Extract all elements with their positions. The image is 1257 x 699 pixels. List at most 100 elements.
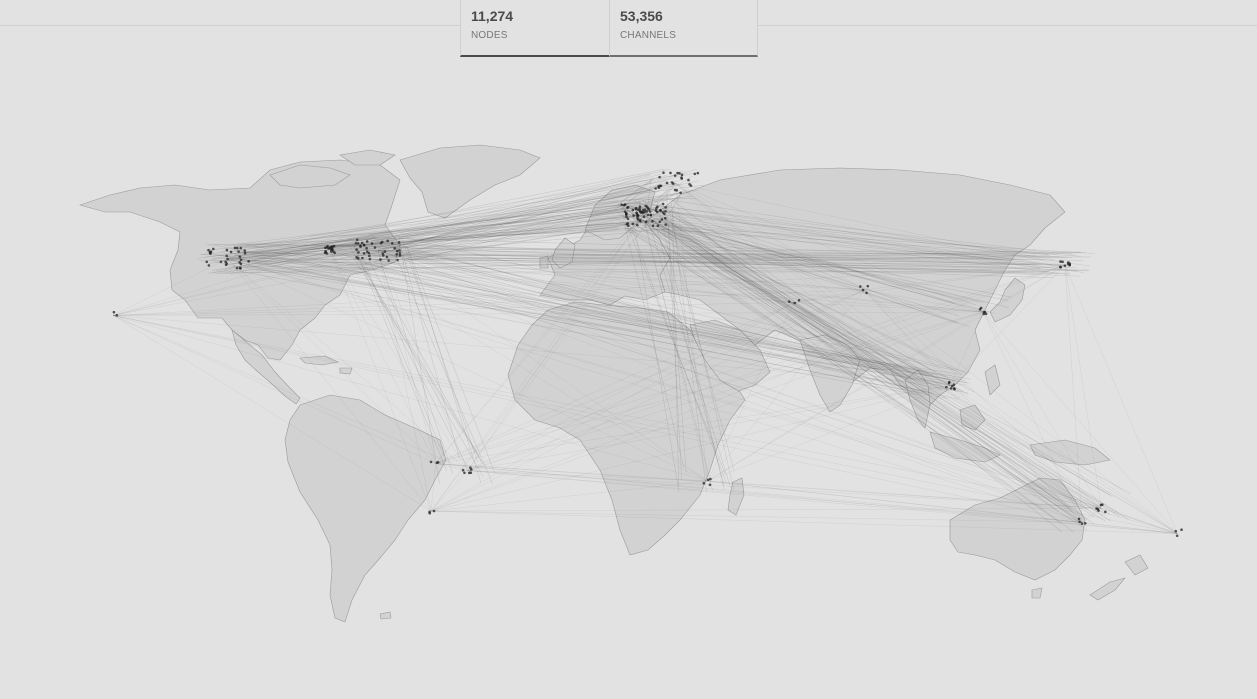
node-dot[interactable] [665, 181, 669, 185]
node-dot[interactable] [706, 478, 710, 482]
node-dot[interactable] [947, 380, 951, 384]
node-dot[interactable] [1175, 534, 1179, 538]
node-dot[interactable] [661, 202, 665, 206]
node-dot[interactable] [393, 247, 397, 250]
node-dot[interactable] [625, 215, 628, 219]
node-dot[interactable] [395, 252, 398, 256]
node-dot[interactable] [632, 214, 635, 217]
node-dot[interactable] [238, 255, 242, 259]
node-dot[interactable] [432, 509, 436, 513]
node-dot[interactable] [660, 218, 664, 221]
node-dot[interactable] [649, 213, 653, 217]
node-dot[interactable] [673, 174, 677, 177]
node-dot[interactable] [1101, 503, 1104, 507]
node-dot[interactable] [435, 461, 439, 464]
node-dot[interactable] [952, 387, 956, 390]
node-dot[interactable] [229, 250, 233, 254]
node-dot[interactable] [238, 266, 242, 270]
node-dot[interactable] [469, 471, 473, 475]
node-dot[interactable] [115, 314, 119, 317]
node-dot[interactable] [461, 468, 465, 472]
node-dot[interactable] [381, 252, 385, 255]
node-dot[interactable] [362, 251, 366, 255]
node-dot[interactable] [398, 254, 402, 257]
node-dot[interactable] [239, 258, 243, 262]
node-dot[interactable] [654, 209, 658, 212]
node-dot[interactable] [1059, 260, 1062, 263]
node-dot[interactable] [664, 223, 668, 226]
node-dot[interactable] [679, 191, 682, 195]
node-dot[interactable] [635, 211, 638, 214]
node-dot[interactable] [370, 242, 374, 245]
node-dot[interactable] [235, 266, 239, 270]
node-dot[interactable] [224, 260, 227, 264]
node-dot[interactable] [625, 212, 628, 215]
node-dot[interactable] [625, 222, 629, 226]
node-dot[interactable] [1061, 260, 1064, 264]
node-dot[interactable] [635, 223, 639, 227]
node-dot[interactable] [678, 171, 681, 175]
node-dot[interactable] [680, 173, 684, 177]
channels-stat-tab[interactable]: 53,356 CHANNELS [609, 0, 758, 57]
node-dot[interactable] [368, 257, 372, 261]
node-dot[interactable] [982, 312, 986, 316]
node-dot[interactable] [636, 208, 640, 211]
node-dot[interactable] [663, 216, 667, 220]
node-dot[interactable] [367, 251, 371, 255]
node-dot[interactable] [673, 188, 677, 192]
node-dot[interactable] [945, 385, 948, 389]
node-dot[interactable] [688, 182, 691, 186]
node-dot[interactable] [658, 175, 661, 179]
node-dot[interactable] [387, 259, 390, 262]
node-dot[interactable] [355, 248, 359, 251]
node-dot[interactable] [636, 214, 640, 217]
node-dot[interactable] [709, 477, 712, 481]
node-dot[interactable] [355, 238, 359, 242]
node-dot[interactable] [634, 207, 638, 211]
node-dot[interactable] [651, 224, 655, 228]
node-dot[interactable] [332, 250, 335, 253]
node-dot[interactable] [386, 239, 389, 243]
node-dot[interactable] [648, 210, 652, 213]
node-dot[interactable] [984, 312, 988, 316]
node-dot[interactable] [112, 310, 116, 314]
node-dot[interactable] [239, 262, 243, 266]
node-dot[interactable] [359, 245, 362, 248]
node-dot[interactable] [379, 241, 383, 245]
node-dot[interactable] [654, 187, 657, 190]
node-dot[interactable] [463, 471, 466, 475]
node-dot[interactable] [687, 178, 690, 182]
node-dot[interactable] [702, 481, 706, 485]
node-dot[interactable] [328, 247, 332, 250]
node-dot[interactable] [644, 204, 648, 208]
node-dot[interactable] [360, 241, 364, 245]
node-dot[interactable] [978, 308, 982, 311]
node-dot[interactable] [356, 242, 360, 245]
node-dot[interactable] [243, 249, 247, 252]
node-dot[interactable] [398, 252, 402, 255]
node-dot[interactable] [1095, 507, 1098, 510]
node-dot[interactable] [1080, 522, 1084, 525]
node-dot[interactable] [645, 209, 649, 213]
node-dot[interactable] [626, 205, 630, 209]
node-dot[interactable] [793, 301, 797, 305]
node-dot[interactable] [646, 206, 650, 210]
node-dot[interactable] [651, 219, 654, 223]
node-dot[interactable] [226, 257, 229, 261]
node-dot[interactable] [368, 254, 371, 258]
node-dot[interactable] [641, 208, 645, 212]
node-dot[interactable] [395, 249, 399, 253]
node-dot[interactable] [669, 171, 672, 175]
node-dot[interactable] [866, 284, 870, 288]
node-dot[interactable] [379, 258, 382, 261]
node-dot[interactable] [233, 246, 237, 250]
node-dot[interactable] [332, 244, 336, 248]
nodes-stat-tab[interactable]: 11,274 NODES [460, 0, 609, 57]
node-dot[interactable] [383, 250, 387, 253]
node-dot[interactable] [428, 511, 431, 515]
node-dot[interactable] [1077, 517, 1081, 521]
node-dot[interactable] [620, 203, 624, 206]
node-dot[interactable] [659, 184, 663, 188]
node-dot[interactable] [205, 260, 209, 264]
node-dot[interactable] [390, 241, 394, 245]
